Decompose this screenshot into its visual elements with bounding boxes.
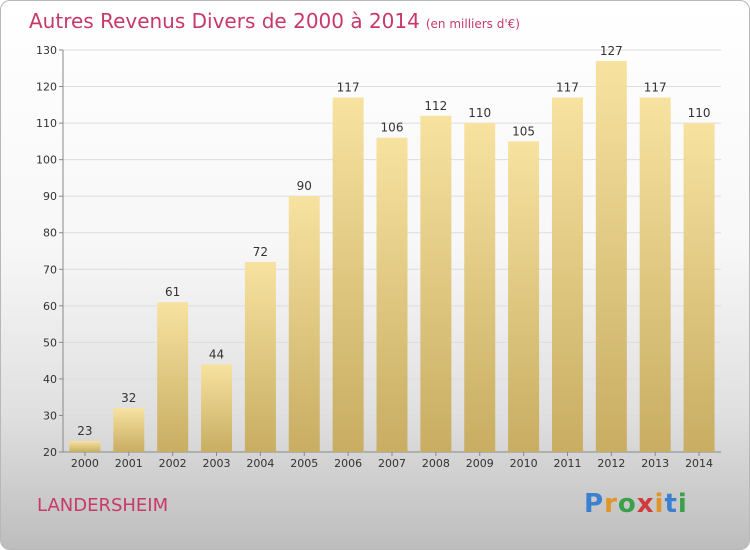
logo-letter: x bbox=[636, 489, 655, 519]
bar-2005 bbox=[288, 196, 320, 452]
value-label-2002: 61 bbox=[165, 285, 180, 299]
bar-2000 bbox=[69, 441, 101, 452]
chart-subtitle: (en milliers d'€) bbox=[425, 17, 520, 31]
x-tick-label-2003: 2003 bbox=[203, 457, 231, 470]
bar-2008 bbox=[420, 115, 452, 453]
bar-2001 bbox=[113, 408, 145, 452]
x-tick-label-2000: 2000 bbox=[71, 457, 99, 470]
logo-letter: t bbox=[664, 489, 678, 519]
value-label-2012: 127 bbox=[600, 44, 623, 58]
bar-2009 bbox=[464, 123, 496, 452]
location-label: LANDERSHEIM bbox=[37, 495, 169, 516]
value-labels: 23 32 61 44 72 90 117 106 112 110 105 117 127 117 110 bbox=[77, 44, 710, 438]
y-tick-label: 60 bbox=[43, 300, 57, 313]
x-tick-label-2011: 2011 bbox=[553, 457, 581, 470]
bar-2007 bbox=[376, 137, 408, 452]
x-tick-label-2009: 2009 bbox=[466, 457, 494, 470]
y-tick-label: 130 bbox=[36, 44, 57, 57]
x-tick-label-2002: 2002 bbox=[159, 457, 187, 470]
y-tick-label: 40 bbox=[43, 373, 57, 386]
chart-title: Autres Revenus Divers de 2000 à 2014 (en … bbox=[29, 9, 520, 33]
x-tick-label-2007: 2007 bbox=[378, 457, 406, 470]
value-label-2004: 72 bbox=[253, 245, 268, 259]
x-tick-label-2014: 2014 bbox=[685, 457, 713, 470]
value-label-2011: 117 bbox=[556, 81, 579, 95]
x-tick-label-2010: 2010 bbox=[510, 457, 538, 470]
value-label-2007: 106 bbox=[381, 121, 404, 135]
bar-2011 bbox=[551, 97, 583, 452]
logo-letter: o bbox=[617, 489, 637, 519]
y-tick-label: 50 bbox=[43, 336, 57, 349]
value-label-2005: 90 bbox=[297, 179, 312, 193]
y-tick-label: 120 bbox=[36, 81, 57, 94]
logo-letter: r bbox=[604, 489, 618, 519]
value-label-2006: 117 bbox=[337, 81, 360, 95]
x-tick-label-2008: 2008 bbox=[422, 457, 450, 470]
bar-2006 bbox=[332, 97, 364, 452]
logo-letter: P bbox=[584, 489, 605, 519]
logo-letter: i bbox=[654, 489, 665, 519]
value-label-2014: 110 bbox=[688, 106, 711, 120]
value-label-2001: 32 bbox=[121, 391, 136, 405]
bar-2012 bbox=[595, 60, 627, 453]
x-tick-label-2001: 2001 bbox=[115, 457, 143, 470]
bar-2013 bbox=[639, 97, 671, 452]
y-tick-label: 90 bbox=[43, 190, 57, 203]
x-tick-label-2013: 2013 bbox=[641, 457, 669, 470]
bars bbox=[69, 60, 715, 453]
bar-2003 bbox=[201, 364, 233, 452]
x-tick-label-2004: 2004 bbox=[246, 457, 274, 470]
bar-2002 bbox=[157, 302, 189, 452]
value-label-2009: 110 bbox=[468, 106, 491, 120]
chart-title-text: Autres Revenus Divers de 2000 à 2014 bbox=[29, 9, 420, 33]
y-tick-label: 20 bbox=[43, 446, 57, 459]
x-tick-label-2006: 2006 bbox=[334, 457, 362, 470]
value-label-2013: 117 bbox=[644, 81, 667, 95]
bar-2014 bbox=[683, 123, 715, 452]
logo-letter: i bbox=[677, 489, 688, 519]
proxiti-logo: Proxiti bbox=[584, 489, 688, 519]
y-tick-label: 110 bbox=[36, 117, 57, 130]
bar-2010 bbox=[508, 141, 540, 452]
value-label-2000: 23 bbox=[77, 424, 92, 438]
y-tick-label: 70 bbox=[43, 263, 57, 276]
value-label-2003: 44 bbox=[209, 347, 224, 361]
x-tick-label-2012: 2012 bbox=[597, 457, 625, 470]
value-label-2010: 105 bbox=[512, 124, 535, 138]
y-tick-label: 80 bbox=[43, 227, 57, 240]
bar-2004 bbox=[244, 261, 276, 452]
y-tick-label: 30 bbox=[43, 409, 57, 422]
y-tick-label: 100 bbox=[36, 154, 57, 167]
x-tick-label-2005: 2005 bbox=[290, 457, 318, 470]
tick-labels: 20 30 40 50 60 70 80 90 100 110 120 130 2000 2001 2002… bbox=[36, 44, 713, 470]
value-label-2008: 112 bbox=[424, 99, 447, 113]
